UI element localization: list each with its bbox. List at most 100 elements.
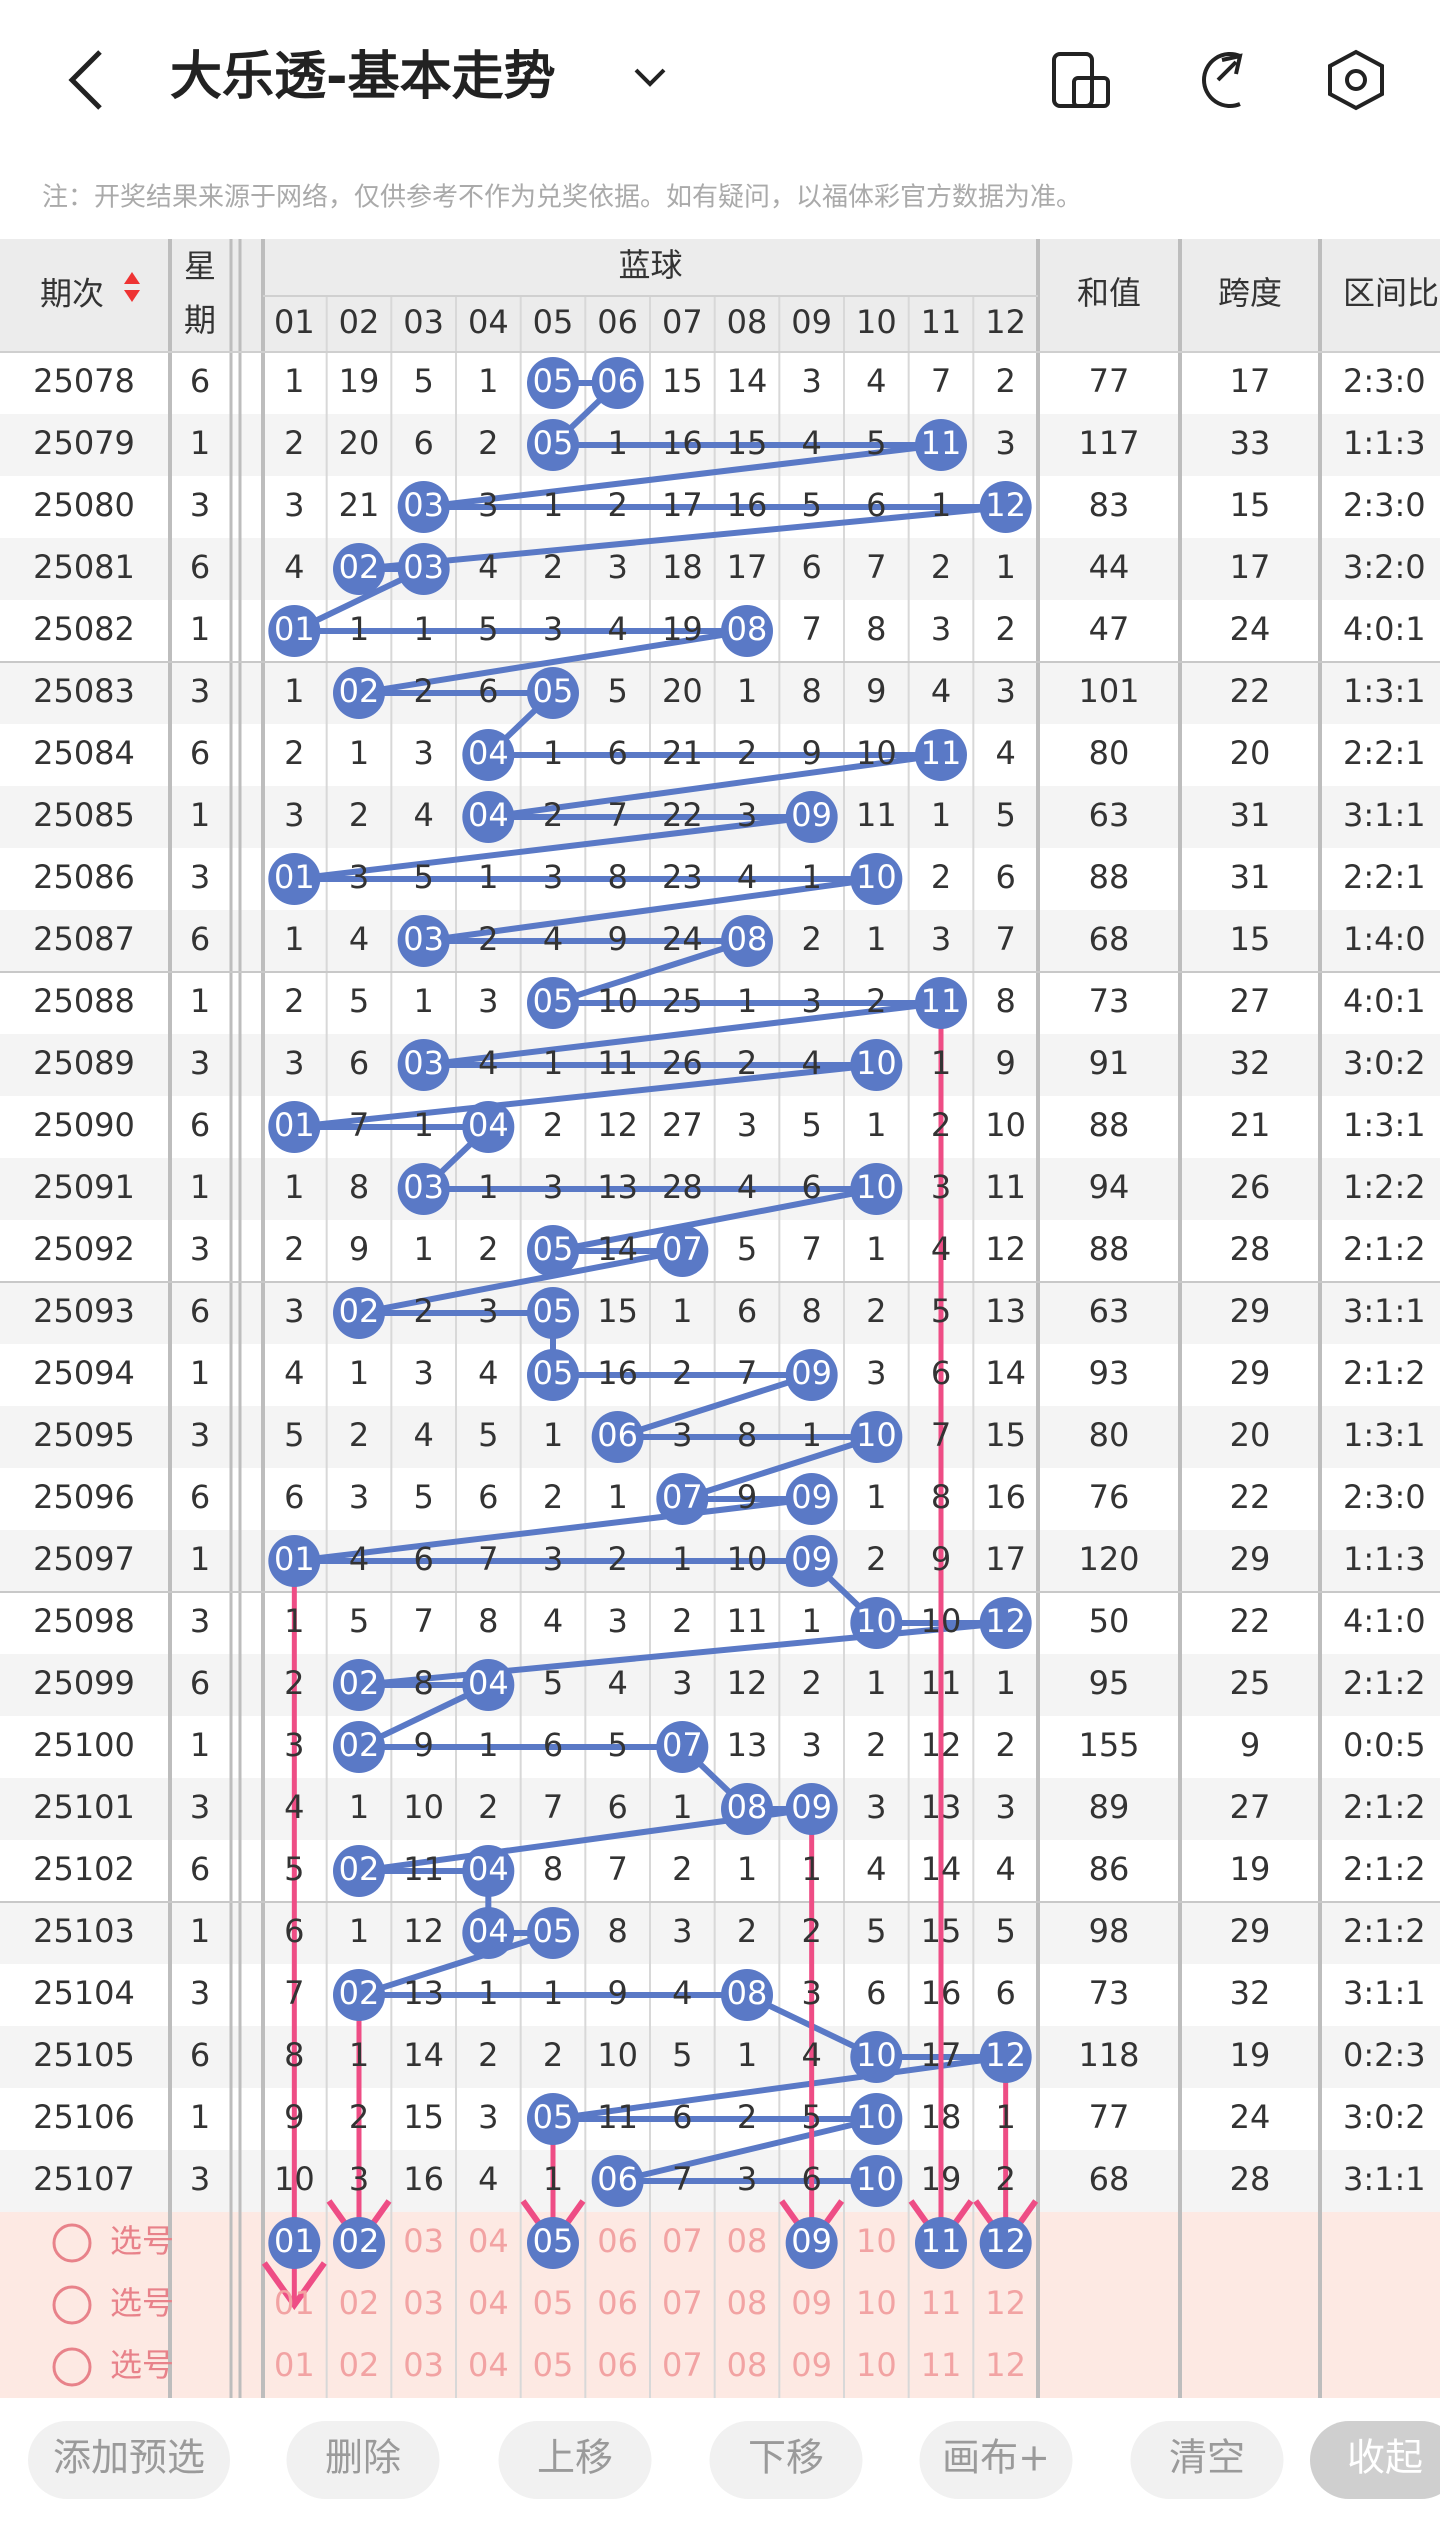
phone-icon[interactable] [1052, 52, 1110, 108]
hit-number: 02 [339, 1292, 380, 1330]
picker-number[interactable]: 11 [921, 2284, 962, 2322]
selected-ball[interactable] [785, 2217, 838, 2269]
period: 25103 [33, 1912, 135, 1950]
miss-count: 10 [727, 1540, 768, 1578]
miss-count: 6 [478, 672, 498, 710]
ratio: 0:0:5 [1343, 1726, 1426, 1764]
picker-number[interactable]: 09 [791, 2284, 832, 2322]
hit-number: 10 [856, 1602, 897, 1640]
share-icon[interactable] [1202, 52, 1243, 108]
picker-number[interactable]: 12 [985, 2284, 1026, 2322]
hit-number: 05 [533, 1354, 574, 1392]
weekday: 3 [190, 1230, 210, 1268]
miss-count: 9 [413, 1726, 433, 1764]
picker-number[interactable]: 07 [662, 2284, 703, 2322]
hit-number: 04 [468, 1106, 509, 1144]
miss-count: 2 [284, 982, 304, 1020]
miss-count: 16 [597, 1354, 638, 1392]
picker-number[interactable]: 02 [339, 2346, 380, 2384]
miss-count: 4 [284, 1788, 304, 1826]
weekday: 6 [190, 1850, 210, 1888]
selected-ball[interactable] [979, 2217, 1032, 2269]
span: 28 [1230, 1230, 1271, 1268]
miss-count: 1 [478, 858, 498, 896]
miss-count: 4 [995, 734, 1015, 772]
action-button-label: 画布+ [942, 2436, 1050, 2480]
miss-count: 9 [284, 2098, 304, 2136]
action-button-label: 添加预选 [53, 2436, 205, 2480]
period: 25082 [33, 610, 135, 648]
weekday: 3 [190, 2160, 210, 2198]
sum: 63 [1089, 1292, 1130, 1330]
miss-count: 2 [737, 734, 757, 772]
action-button[interactable] [709, 2421, 863, 2499]
miss-count: 4 [607, 610, 627, 648]
selected-ball[interactable] [527, 2217, 579, 2269]
selected-ball[interactable] [333, 2217, 385, 2269]
picker-number[interactable]: 10 [856, 2222, 897, 2260]
picker-number[interactable]: 08 [727, 2222, 768, 2260]
picker-number[interactable]: 10 [856, 2284, 897, 2322]
title-dropdown[interactable] [634, 68, 666, 87]
picker-number[interactable]: 05 [533, 2346, 574, 2384]
miss-count: 14 [727, 362, 768, 400]
picker-number[interactable]: 10 [856, 2346, 897, 2384]
sum: 101 [1078, 672, 1139, 710]
miss-count: 2 [737, 1044, 757, 1082]
action-button[interactable] [28, 2421, 230, 2499]
picker-number[interactable]: 06 [597, 2284, 638, 2322]
miss-count: 1 [413, 1106, 433, 1144]
picker-number[interactable]: 06 [597, 2346, 638, 2384]
hit-ball [268, 1535, 321, 1587]
picker-number[interactable]: 01 [274, 2346, 315, 2384]
action-button[interactable] [498, 2421, 652, 2499]
blue-number-header: 12 [985, 303, 1026, 341]
selected-ball[interactable] [915, 2217, 967, 2269]
miss-count: 4 [737, 1168, 757, 1206]
picker-number[interactable]: 08 [727, 2346, 768, 2384]
miss-count: 6 [607, 1788, 627, 1826]
picker-radio[interactable] [52, 2223, 92, 2263]
span: 32 [1230, 1974, 1271, 2012]
miss-count: 11 [921, 1664, 962, 1702]
picker-number[interactable]: 03 [403, 2284, 444, 2322]
picker-radio[interactable] [52, 2347, 92, 2387]
miss-count: 9 [931, 1540, 951, 1578]
miss-count: 7 [413, 1602, 433, 1640]
ratio: 0:2:3 [1343, 2036, 1426, 2074]
picker-number[interactable]: 04 [468, 2284, 509, 2322]
miss-count: 1 [866, 920, 886, 958]
miss-count: 3 [543, 610, 563, 648]
picker-number[interactable]: 08 [727, 2284, 768, 2322]
period: 25081 [33, 548, 135, 586]
hit-number: 05 [533, 362, 574, 400]
blue-header: 蓝球 [618, 246, 682, 284]
miss-count: 19 [339, 362, 380, 400]
action-button[interactable] [1310, 2421, 1440, 2499]
picker-number[interactable]: 04 [468, 2222, 509, 2260]
picker-number[interactable]: 04 [468, 2346, 509, 2384]
picker-number[interactable]: 02 [339, 2284, 380, 2322]
picker-number[interactable]: 11 [921, 2346, 962, 2384]
picker-number[interactable]: 06 [597, 2222, 638, 2260]
picker-radio[interactable] [52, 2285, 92, 2325]
picker-number[interactable]: 05 [533, 2284, 574, 2322]
picker-number[interactable]: 07 [662, 2346, 703, 2384]
weekday: 1 [190, 1726, 210, 1764]
picker-number[interactable]: 12 [985, 2346, 1026, 2384]
action-button[interactable] [1130, 2421, 1284, 2499]
span: 15 [1230, 920, 1271, 958]
miss-count: 1 [543, 1044, 563, 1082]
action-button[interactable] [286, 2421, 440, 2499]
selected-ball[interactable] [268, 2217, 321, 2269]
miss-count: 13 [403, 1974, 444, 2012]
back-button[interactable] [68, 50, 102, 110]
hit-number: 08 [727, 610, 768, 648]
picker-number[interactable]: 01 [274, 2284, 315, 2322]
picker-number[interactable]: 03 [403, 2222, 444, 2260]
picker-number[interactable]: 03 [403, 2346, 444, 2384]
picker-number[interactable]: 07 [662, 2222, 703, 2260]
action-button[interactable] [919, 2421, 1073, 2499]
picker-number[interactable]: 09 [791, 2346, 832, 2384]
settings-icon[interactable] [1328, 49, 1384, 111]
